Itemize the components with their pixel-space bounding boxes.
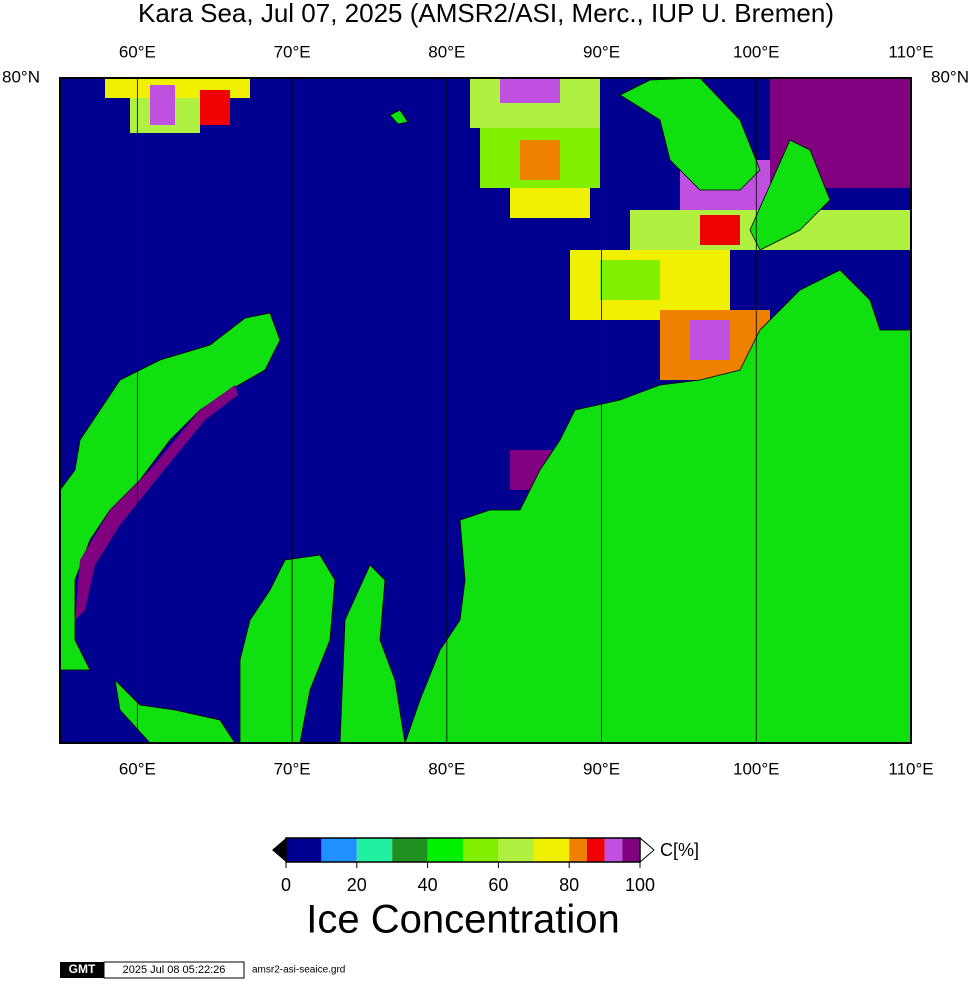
colorbar-segment [392, 838, 428, 862]
title: Kara Sea, Jul 07, 2025 (AMSR2/ASI, Merc.… [138, 0, 834, 28]
colorbar-title: Ice Concentration [306, 898, 620, 942]
lon-label: 110°E [888, 42, 933, 61]
lon-label: 90°E [583, 42, 620, 61]
lon-label: 90°E [583, 759, 620, 778]
colorbar-segment [356, 838, 393, 862]
colorbar-tick-label: 40 [418, 875, 438, 895]
lon-label: 80°E [428, 42, 465, 61]
colorbar-segment [604, 838, 623, 862]
ice [105, 78, 911, 490]
land [749, 139, 831, 251]
colorbar-segment [622, 838, 640, 862]
colorbar-tick-label: 60 [488, 875, 508, 895]
colorbar-tick-label: 20 [347, 875, 367, 895]
colorbar [285, 837, 641, 868]
lat-label: 80°N [2, 67, 40, 86]
colorbar-tick-label: 100 [625, 875, 655, 895]
colorbar-tick-label: 80 [559, 875, 579, 895]
land [404, 269, 912, 744]
colorbar-over [639, 836, 655, 864]
timestamp-box [103, 961, 245, 979]
colorbar-segment [321, 838, 357, 862]
colorbar-segment [533, 838, 570, 862]
colorbar-segment [286, 838, 322, 862]
colorbar-under [272, 838, 286, 862]
colorbar-segment [569, 838, 587, 862]
land [59, 312, 281, 671]
lon-label: 60°E [119, 42, 156, 61]
logo: GMT [69, 962, 96, 976]
lon-label: 70°E [274, 42, 311, 61]
colorbar-segment [498, 838, 534, 862]
file-name: amsr2-asi-seaice.grd [252, 965, 345, 976]
lon-label: 70°E [274, 759, 311, 778]
lat-label: 80°N [931, 67, 969, 86]
colorbar-tick-label: 0 [281, 875, 291, 895]
land [114, 678, 236, 744]
lon-label: 100°E [733, 42, 780, 61]
frame [59, 77, 912, 744]
lon-label: 100°E [733, 759, 780, 778]
logo-box [60, 962, 104, 978]
colorbar-segment [427, 838, 463, 862]
colorbar-frame [285, 837, 641, 863]
colorbar-unit: C[%] [660, 840, 699, 860]
lon-label: 80°E [428, 759, 465, 778]
timestamp: 2025 Jul 08 05:22:26 [123, 964, 226, 976]
colorbar-segment [463, 838, 499, 862]
colorbar-segment [586, 838, 605, 862]
land [389, 109, 409, 125]
map: 80°N 80°N [2, 67, 969, 744]
lon-label: 60°E [119, 759, 156, 778]
lon-label: 110°E [888, 759, 933, 778]
